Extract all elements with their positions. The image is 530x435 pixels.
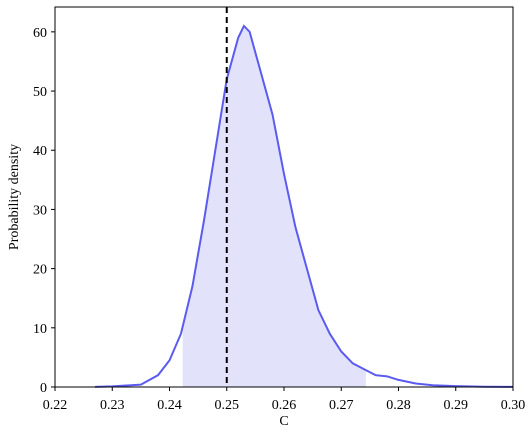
x-tick-label: 0.23 — [100, 398, 125, 413]
x-axis-label: C — [279, 414, 288, 429]
y-tick-label: 50 — [33, 85, 47, 100]
y-tick-label: 0 — [40, 381, 47, 396]
x-tick-label: 0.26 — [272, 398, 297, 413]
y-axis-label: Probability density — [7, 144, 22, 250]
y-tick-label: 30 — [33, 203, 47, 218]
x-tick-label: 0.28 — [386, 398, 411, 413]
x-tick-label: 0.25 — [215, 398, 240, 413]
y-tick-label: 10 — [33, 322, 47, 337]
x-tick-label: 0.27 — [329, 398, 354, 413]
x-tick-label: 0.29 — [444, 398, 469, 413]
y-tick-label: 20 — [33, 263, 47, 278]
density-line — [95, 24, 514, 388]
x-tick-label: 0.30 — [501, 398, 526, 413]
y-tick-label: 60 — [33, 26, 47, 41]
x-tick-label: 0.24 — [157, 398, 182, 413]
x-tick-label: 0.22 — [43, 398, 68, 413]
credible-interval — [182, 25, 366, 388]
y-tick-label: 40 — [33, 144, 47, 159]
